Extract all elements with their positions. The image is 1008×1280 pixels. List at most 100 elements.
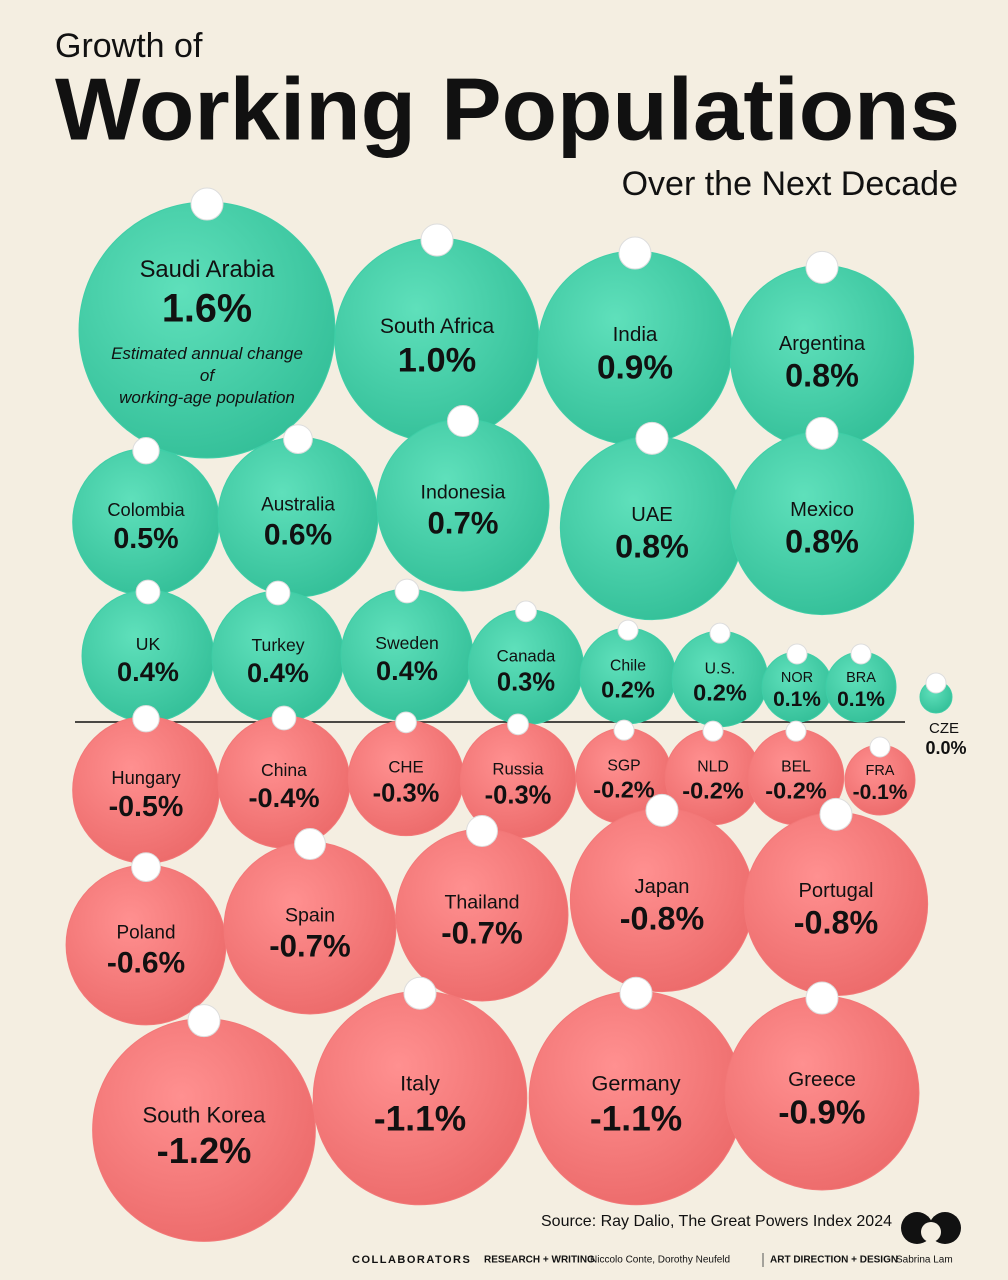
- flag: [395, 711, 417, 734]
- country-label: Italy: [400, 1071, 440, 1096]
- flag: [618, 236, 652, 270]
- bubble: [347, 719, 465, 837]
- value-label: 1.0%: [398, 341, 476, 379]
- value-label: -0.7%: [441, 916, 522, 951]
- country-label: SGP: [607, 758, 640, 775]
- value-label: -1.1%: [590, 1099, 682, 1138]
- country-label: Turkey: [251, 635, 304, 655]
- country-label: Germany: [591, 1071, 680, 1096]
- flag: [187, 1004, 221, 1038]
- value-label: -0.5%: [109, 791, 184, 823]
- country-label: Portugal: [798, 880, 873, 902]
- value-label: -0.4%: [248, 782, 319, 813]
- flag: [869, 736, 891, 758]
- country-label: BEL: [781, 759, 811, 776]
- flag: [403, 976, 437, 1010]
- flag: [190, 187, 224, 221]
- value-label: -0.3%: [485, 781, 552, 809]
- annotation: Estimated annual change of working-age pop…: [111, 344, 303, 407]
- value-label: -0.6%: [107, 946, 185, 979]
- flag: [265, 580, 291, 606]
- flag: [702, 720, 724, 742]
- bubble: [312, 990, 528, 1206]
- flag: [283, 424, 313, 454]
- flag: [613, 719, 635, 741]
- country-label: Australia: [261, 495, 335, 516]
- value-label: -0.2%: [765, 778, 827, 804]
- pretitle: Growth of: [55, 27, 203, 65]
- country-label: Mexico: [790, 499, 854, 521]
- flag: [619, 976, 653, 1010]
- bubble: [72, 716, 220, 864]
- country-label: South Africa: [380, 315, 494, 338]
- value-label: 0.8%: [615, 529, 689, 565]
- flag: [805, 981, 839, 1015]
- flag: [135, 579, 161, 605]
- source: Source: Ray Dalio, The Great Powers Inde…: [541, 1213, 892, 1230]
- value-label: 0.2%: [693, 680, 747, 706]
- flag: [507, 713, 529, 736]
- country-label: NLD: [697, 759, 729, 776]
- bubble: [467, 608, 585, 726]
- value-label: 0.9%: [597, 350, 673, 387]
- credits-label: COLLABORATORS: [352, 1254, 471, 1266]
- flag: [466, 815, 498, 847]
- country-label: U.S.: [705, 661, 736, 678]
- value-label: 0.4%: [247, 657, 309, 688]
- country-label: Greece: [788, 1068, 856, 1091]
- value-label: -0.3%: [373, 779, 440, 807]
- flag: [850, 643, 872, 665]
- country-label: UAE: [631, 504, 672, 526]
- country-label: India: [613, 323, 658, 346]
- value-label: 0.8%: [785, 358, 859, 394]
- value-label: 0.2%: [601, 677, 655, 703]
- bubble: [334, 237, 540, 443]
- flag: [925, 672, 947, 694]
- country-label: Argentina: [779, 333, 866, 355]
- country-label: China: [261, 760, 307, 780]
- chart-title: Working Populations: [55, 59, 960, 158]
- value-label: 0.4%: [376, 655, 438, 686]
- country-label: Sweden: [375, 633, 439, 653]
- flag: [819, 797, 853, 831]
- credits-role: ART DIRECTION + DESIGN: [770, 1255, 898, 1266]
- value-label: 0.7%: [427, 506, 498, 541]
- flag: [447, 405, 479, 437]
- flag: [394, 578, 420, 604]
- value-label: -0.2%: [593, 777, 655, 803]
- country-label: Poland: [116, 923, 175, 944]
- value-label: -0.7%: [269, 929, 350, 964]
- flag: [131, 852, 161, 882]
- value-label: 0.5%: [113, 523, 178, 555]
- logo: [901, 1212, 961, 1244]
- country-label: Canada: [497, 646, 556, 665]
- flag: [709, 622, 731, 644]
- country-label: NOR: [781, 670, 813, 686]
- credits-role: RESEARCH + WRITING: [484, 1255, 595, 1266]
- value-label: 0.3%: [497, 668, 555, 696]
- flag: [132, 437, 160, 465]
- flag: [132, 705, 160, 733]
- country-label: Russia: [492, 759, 544, 778]
- flag: [271, 705, 297, 731]
- flag: [420, 223, 454, 257]
- country-label: BRA: [846, 670, 876, 686]
- credits-name: Niccolo Conte, Dorothy Neufeld: [590, 1255, 730, 1266]
- bubble: [724, 995, 920, 1191]
- flag: [805, 250, 839, 284]
- country-label: CHE: [388, 757, 423, 776]
- flag: [805, 416, 839, 450]
- flag: [645, 793, 679, 827]
- country-label: UK: [136, 634, 161, 654]
- value-label: -0.2%: [682, 778, 744, 804]
- bubble: [65, 864, 227, 1026]
- bubble: [217, 436, 379, 598]
- flag: [617, 619, 639, 641]
- value-label: 0.4%: [117, 656, 179, 687]
- value-label: -1.2%: [157, 1130, 252, 1171]
- bubble: [528, 990, 744, 1206]
- value-label: -0.1%: [853, 781, 908, 804]
- flag: [786, 643, 808, 665]
- value-label: 0.8%: [785, 524, 859, 560]
